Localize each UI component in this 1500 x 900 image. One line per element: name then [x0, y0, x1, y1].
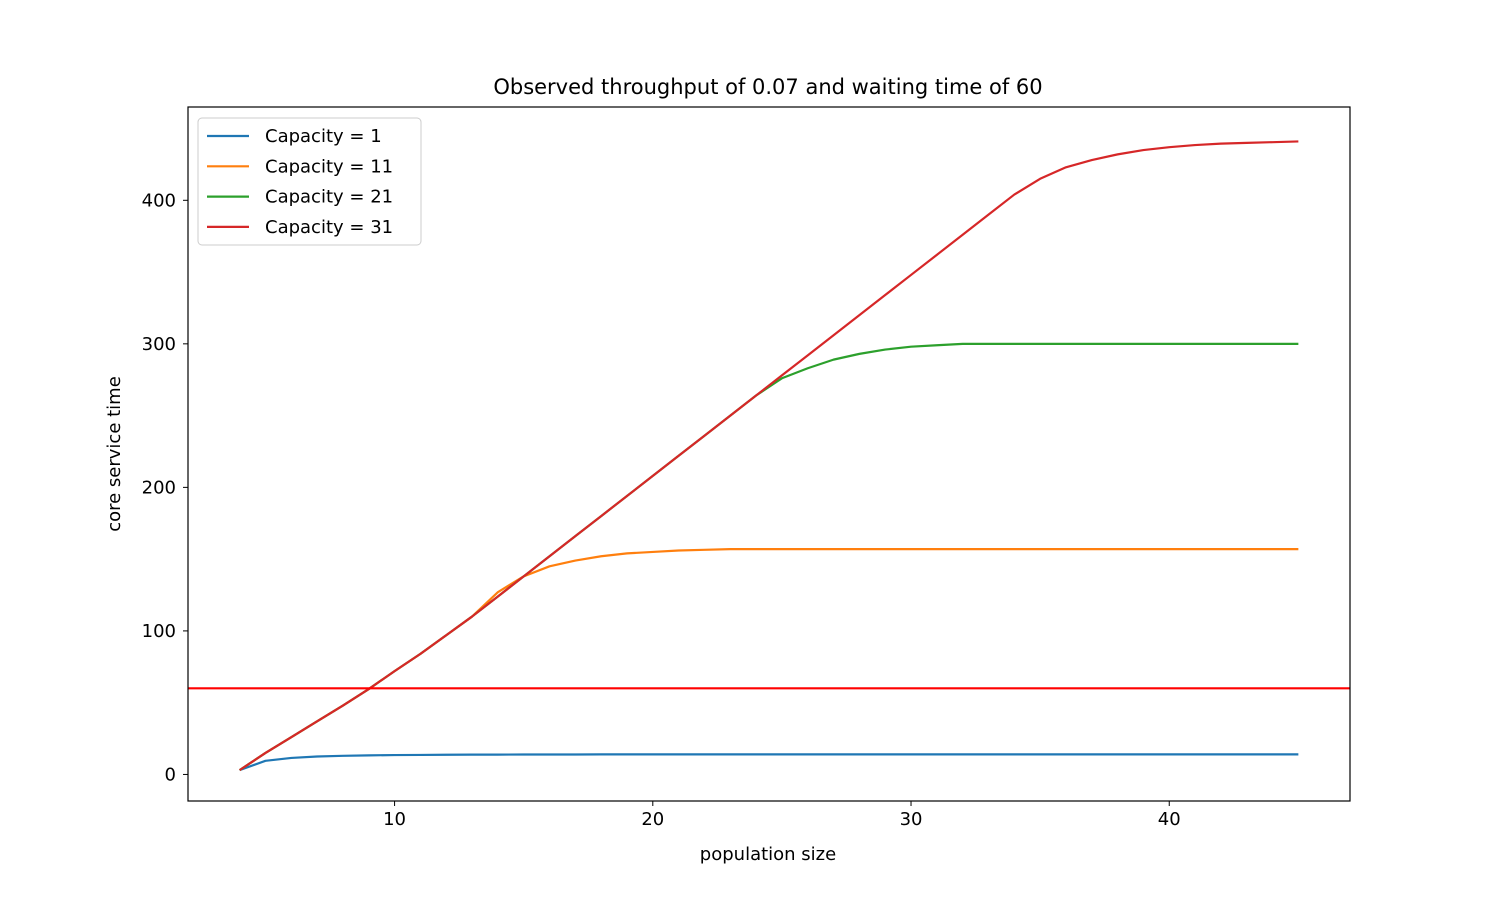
y-tick-label: 400	[142, 190, 176, 211]
x-tick-label: 10	[383, 809, 406, 830]
y-axis-label: core service time	[104, 376, 125, 532]
legend-label: Capacity = 31	[265, 217, 393, 238]
y-tick-label: 0	[165, 764, 176, 785]
x-tick-label: 40	[1158, 809, 1181, 830]
y-tick-label: 100	[142, 621, 176, 642]
plot-frame	[187, 106, 1351, 802]
legend: Capacity = 1 Capacity = 11 Capacity = 21 Ca…	[197, 117, 422, 246]
series-line	[239, 140, 1299, 772]
legend-label: Capacity = 1	[265, 126, 382, 147]
series-line	[239, 342, 1299, 772]
series-line	[239, 547, 1299, 772]
x-axis-label: population size	[700, 844, 836, 865]
chart-title: Observed throughput of 0.07 and waiting …	[493, 75, 1042, 99]
x-tick-label: 30	[900, 809, 923, 830]
series-group	[188, 140, 1350, 772]
legend-label: Capacity = 21	[265, 187, 393, 208]
y-tick-label: 300	[142, 334, 176, 355]
x-tick-label: 20	[641, 809, 664, 830]
legend-box	[197, 117, 422, 246]
y-tick-label: 200	[142, 477, 176, 498]
legend-label: Capacity = 11	[265, 156, 393, 177]
series-line	[239, 753, 1299, 772]
